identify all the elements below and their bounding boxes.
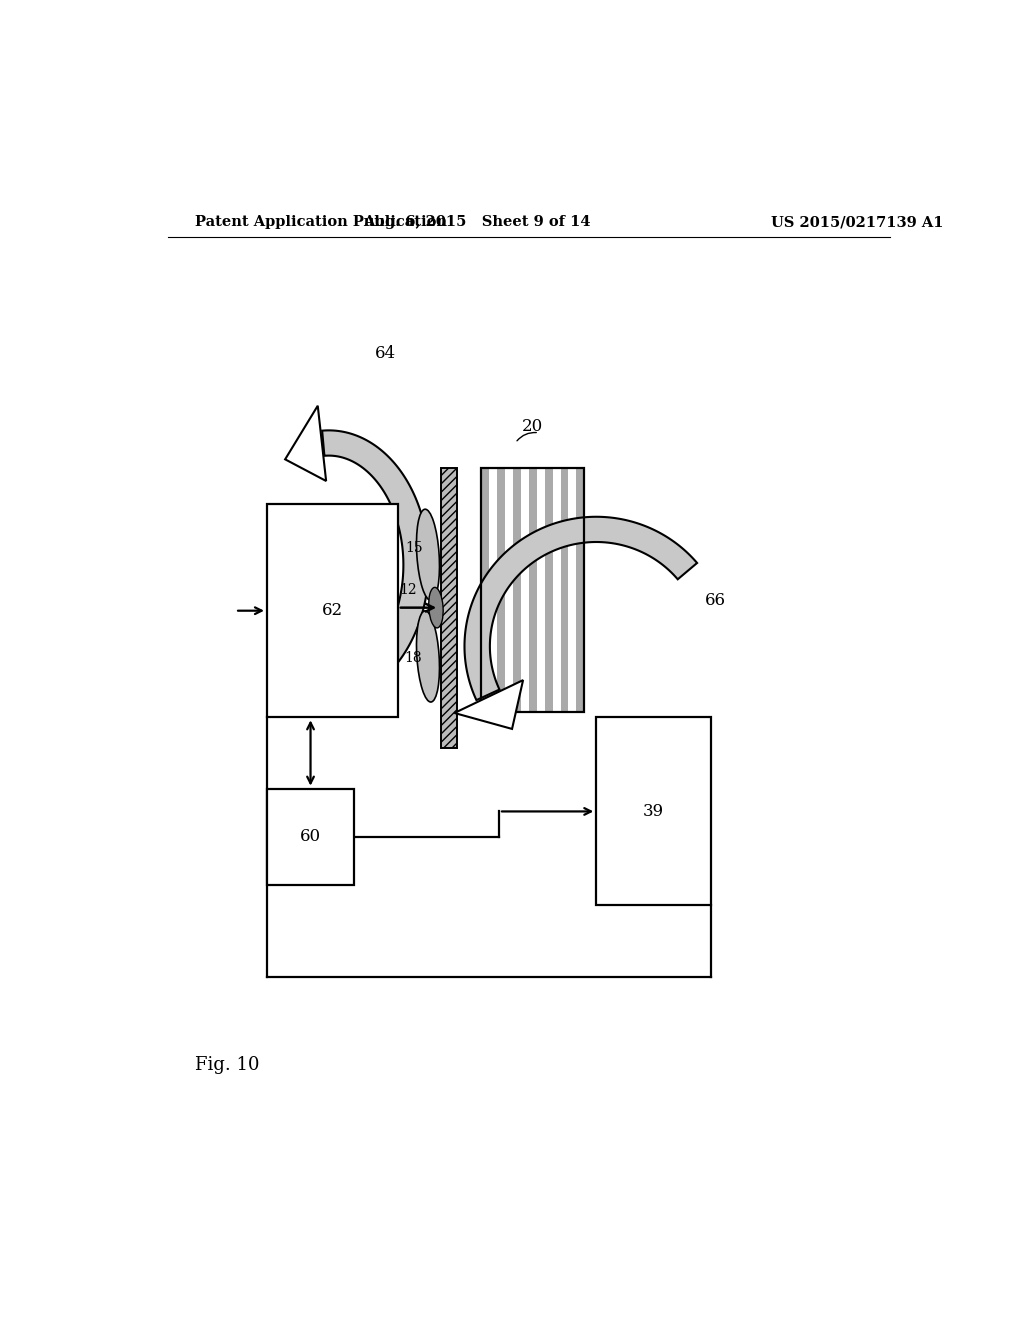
Polygon shape bbox=[285, 405, 326, 480]
Text: 60: 60 bbox=[300, 828, 322, 845]
Bar bbox=[513, 469, 521, 713]
Bar bbox=[528, 469, 537, 713]
Bar bbox=[568, 469, 577, 713]
Text: 64: 64 bbox=[376, 345, 396, 362]
Text: Fig. 10: Fig. 10 bbox=[196, 1056, 260, 1074]
Text: 20: 20 bbox=[522, 418, 544, 434]
Text: 66: 66 bbox=[705, 593, 726, 609]
Bar bbox=[497, 469, 505, 713]
Bar bbox=[537, 469, 545, 713]
Text: 62: 62 bbox=[323, 602, 343, 619]
Bar bbox=[481, 469, 489, 713]
Bar bbox=[481, 469, 585, 713]
Text: Aug. 6, 2015   Sheet 9 of 14: Aug. 6, 2015 Sheet 9 of 14 bbox=[364, 215, 591, 230]
Bar bbox=[553, 469, 560, 713]
Polygon shape bbox=[323, 430, 429, 673]
Bar bbox=[267, 504, 397, 718]
Text: US 2015/0217139 A1: US 2015/0217139 A1 bbox=[771, 215, 943, 230]
Bar bbox=[596, 718, 712, 906]
Text: Patent Application Publication: Patent Application Publication bbox=[196, 215, 447, 230]
Ellipse shape bbox=[429, 587, 443, 628]
Bar bbox=[489, 469, 497, 713]
Text: 12: 12 bbox=[399, 583, 417, 598]
Bar bbox=[577, 469, 585, 713]
Bar bbox=[560, 469, 568, 713]
Text: 15: 15 bbox=[406, 541, 423, 554]
Polygon shape bbox=[455, 680, 523, 729]
Ellipse shape bbox=[417, 510, 439, 601]
Text: 18: 18 bbox=[404, 652, 422, 665]
Bar bbox=[441, 469, 458, 748]
Bar bbox=[505, 469, 513, 713]
Text: 39: 39 bbox=[643, 804, 664, 821]
Bar bbox=[521, 469, 528, 713]
Bar bbox=[545, 469, 553, 713]
Bar bbox=[267, 788, 354, 886]
Ellipse shape bbox=[417, 611, 439, 702]
Polygon shape bbox=[465, 516, 697, 700]
